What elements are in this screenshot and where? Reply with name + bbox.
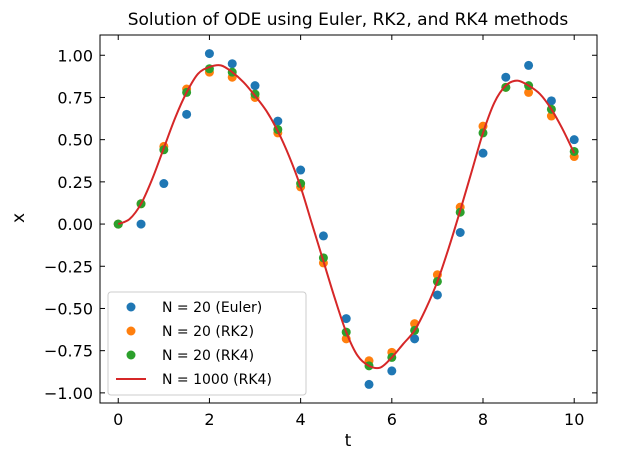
legend-item: N = 1000 (RK4) — [116, 372, 272, 388]
data-point — [455, 228, 465, 238]
data-point — [273, 116, 283, 126]
legend-label: N = 20 (Euler) — [162, 300, 262, 316]
data-point — [387, 366, 397, 376]
x-tick-label: 0 — [113, 410, 123, 429]
data-point — [113, 219, 123, 229]
data-point — [296, 165, 306, 175]
y-tick-label: 0.00 — [57, 215, 93, 234]
data-point — [182, 109, 192, 119]
x-tick-label: 6 — [387, 410, 397, 429]
data-point — [478, 148, 488, 158]
x-tick-label: 4 — [296, 410, 306, 429]
data-point — [501, 82, 511, 92]
data-point — [410, 334, 420, 344]
x-axis-title: t — [345, 431, 352, 451]
legend-item: N = 20 (RK2) — [126, 324, 254, 340]
data-point — [341, 314, 351, 324]
legend-item: N = 20 (RK4) — [126, 348, 254, 364]
data-point — [318, 231, 328, 241]
legend: N = 20 (Euler) N = 20 (RK2) N = 20 (RK4) N … — [107, 291, 307, 396]
y-tick-label: 0.25 — [57, 173, 93, 192]
legend-swatch — [126, 326, 136, 336]
plot-layer — [113, 49, 579, 389]
series-line — [117, 64, 576, 370]
legend-box — [107, 291, 307, 396]
x-tick-label: 8 — [478, 410, 488, 429]
y-tick-label: −0.75 — [44, 342, 93, 361]
data-point — [546, 96, 556, 106]
data-point — [159, 179, 169, 189]
legend-label: N = 20 (RK2) — [162, 324, 254, 340]
series-0 — [113, 49, 579, 389]
series-3 — [117, 64, 576, 370]
legend-swatch — [126, 350, 136, 360]
data-point — [250, 81, 260, 91]
plot-frame — [99, 34, 598, 404]
y-tick-label: −1.00 — [44, 384, 93, 403]
data-point — [364, 379, 374, 389]
legend-swatch — [126, 302, 136, 312]
data-point — [432, 290, 442, 300]
y-tick-label: 1.00 — [57, 46, 93, 65]
y-tick-label: −0.25 — [44, 257, 93, 276]
data-point — [204, 49, 214, 59]
data-point — [524, 60, 534, 70]
data-point — [524, 87, 534, 97]
data-point — [501, 72, 511, 82]
y-tick-label: −0.50 — [44, 299, 93, 318]
y-tick-label: 0.50 — [57, 131, 93, 150]
legend-label: N = 20 (RK4) — [162, 348, 254, 364]
axes-layer: 0 2 4 6 8 10 −1.00 −0.75 −0.50 −0.25 0.00 0.25 0.50 0… — [44, 34, 598, 429]
chart-title: Solution of ODE using Euler, RK2, and RK… — [128, 10, 569, 30]
legend-item: N = 20 (Euler) — [126, 300, 262, 316]
x-tick-label: 10 — [564, 410, 584, 429]
data-point — [136, 219, 146, 229]
y-tick-label: 0.75 — [57, 88, 93, 107]
x-tick-label: 2 — [204, 410, 214, 429]
data-point — [227, 59, 237, 69]
y-axis-title: x — [9, 213, 29, 223]
legend-label: N = 1000 (RK4) — [162, 372, 272, 388]
data-point — [569, 135, 579, 145]
